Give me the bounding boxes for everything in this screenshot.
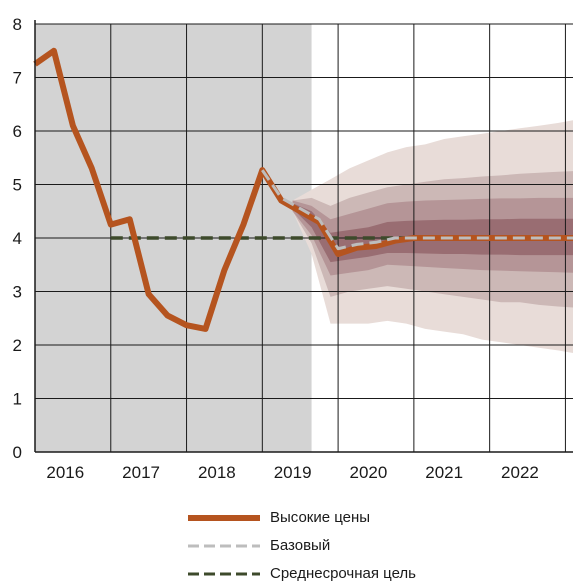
y-tick-labels: 0 1 2 3 4 5 6 7 8: [13, 15, 22, 462]
x-tick-label-2022: 2022: [501, 463, 539, 482]
legend-swatch-baseline: [186, 539, 262, 551]
y-tick-label-3: 3: [13, 283, 22, 302]
y-tick-label-0: 0: [13, 443, 22, 462]
legend-label: Среднесрочная цель: [270, 564, 416, 582]
y-tick-label-6: 6: [13, 122, 22, 141]
y-tick-label-8: 8: [13, 15, 22, 34]
legend: Высокие цены Базовый Среднесрочная цель: [186, 503, 416, 587]
y-tick-label-7: 7: [13, 69, 22, 88]
x-tick-label-2017: 2017: [122, 463, 160, 482]
legend-label: Базовый: [270, 536, 331, 554]
y-tick-label-4: 4: [13, 229, 22, 248]
series-lines: [33, 47, 573, 332]
x-tick-label-2021: 2021: [425, 463, 463, 482]
series-line-0: [33, 47, 573, 332]
y-tick-label-2: 2: [13, 336, 22, 355]
y-tick-label-5: 5: [13, 176, 22, 195]
axes: [34, 20, 573, 453]
x-tick-label-2016: 2016: [46, 463, 84, 482]
legend-item-target: Среднесрочная цель: [186, 559, 416, 587]
y-tick-label-1: 1: [13, 390, 22, 409]
chart: 0 1 2 3 4 5 6 7 8 2016 2017 2018 2019 2020 2021 2022: [13, 15, 573, 482]
x-tick-label-2019: 2019: [274, 463, 312, 482]
x-tick-label-2018: 2018: [198, 463, 236, 482]
legend-item-baseline: Базовый: [186, 531, 416, 559]
x-tick-label-2020: 2020: [349, 463, 387, 482]
legend-swatch-high-prices: [186, 511, 262, 523]
x-tick-labels: 2016 2017 2018 2019 2020 2021 2022: [46, 463, 538, 482]
legend-swatch-target: [186, 567, 262, 579]
legend-item-high-prices: Высокие цены: [186, 503, 416, 531]
series-line-1: [261, 169, 573, 251]
legend-label: Высокие цены: [270, 508, 371, 526]
